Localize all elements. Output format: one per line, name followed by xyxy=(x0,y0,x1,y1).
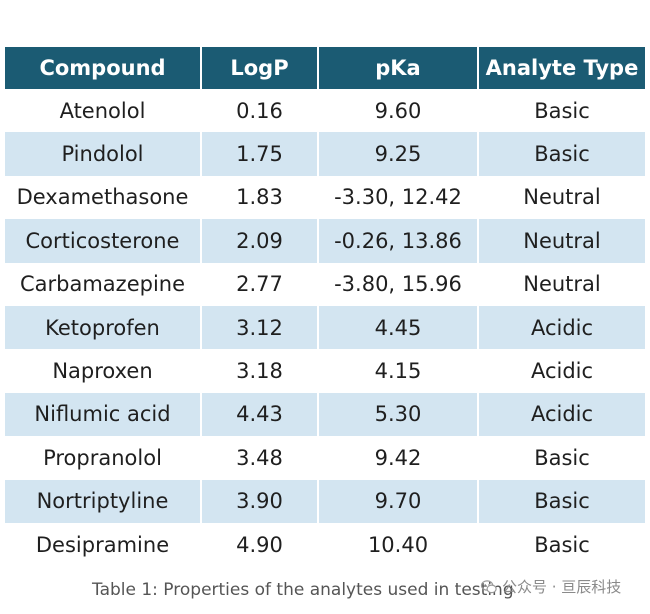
cell-logp: 3.90 xyxy=(201,479,319,523)
cell-compound: Niflumic acid xyxy=(5,392,202,437)
cell-logp: 0.16 xyxy=(201,89,319,133)
cell-pka: 4.45 xyxy=(318,305,479,350)
header-pka: pKa xyxy=(318,47,479,89)
cell-pka: -3.30, 12.42 xyxy=(318,175,479,220)
cell-compound: Propranolol xyxy=(5,436,202,480)
table-row: Corticosterone 2.09 -0.26, 13.86 Neutral xyxy=(5,219,645,263)
cell-analyte-type: Neutral xyxy=(478,175,645,220)
table-caption: Table 1: Properties of the analytes used… xyxy=(92,580,514,600)
table-row: Ketoprofen 3.12 4.45 Acidic xyxy=(5,305,645,350)
cell-pka: 10.40 xyxy=(318,522,479,567)
table-row: Dexamethasone 1.83 -3.30, 12.42 Neutral xyxy=(5,175,645,220)
table-body: Atenolol 0.16 9.60 Basic Pindolol 1.75 9.25 Bas… xyxy=(5,89,645,567)
cell-analyte-type: Neutral xyxy=(478,262,645,306)
watermark-text: 公众号 · 亘辰科技 xyxy=(502,578,622,596)
cell-analyte-type: Basic xyxy=(478,522,645,567)
cell-logp: 2.77 xyxy=(201,262,319,306)
table-row: Propranolol 3.48 9.42 Basic xyxy=(5,436,645,480)
cell-analyte-type: Neutral xyxy=(478,219,645,263)
cell-pka: 5.30 xyxy=(318,392,479,437)
header-row: Compound LogP pKa Analyte Type xyxy=(5,47,645,89)
cell-compound: Ketoprofen xyxy=(5,305,202,350)
table-row: Desipramine 4.90 10.40 Basic xyxy=(5,522,645,567)
cell-pka: -0.26, 13.86 xyxy=(318,219,479,263)
cell-logp: 3.18 xyxy=(201,349,319,393)
cell-pka: -3.80, 15.96 xyxy=(318,262,479,306)
cell-compound: Pindolol xyxy=(5,132,202,176)
wechat-icon xyxy=(480,579,497,593)
table-row: Carbamazepine 2.77 -3.80, 15.96 Neutral xyxy=(5,262,645,306)
cell-compound: Desipramine xyxy=(5,522,202,567)
cell-analyte-type: Acidic xyxy=(478,305,645,350)
header-compound: Compound xyxy=(5,47,202,89)
cell-logp: 4.90 xyxy=(201,522,319,567)
cell-analyte-type: Basic xyxy=(478,479,645,523)
cell-compound: Nortriptyline xyxy=(5,479,202,523)
table-row: Naproxen 3.18 4.15 Acidic xyxy=(5,349,645,393)
cell-analyte-type: Acidic xyxy=(478,349,645,393)
cell-logp: 4.43 xyxy=(201,392,319,437)
cell-analyte-type: Acidic xyxy=(478,392,645,437)
cell-pka: 9.60 xyxy=(318,89,479,133)
properties-table: Compound LogP pKa Analyte Type Atenolol 0… xyxy=(5,47,645,567)
cell-analyte-type: Basic xyxy=(478,132,645,176)
cell-pka: 9.42 xyxy=(318,436,479,480)
watermark: 公众号 · 亘辰科技 xyxy=(480,576,621,597)
cell-compound: Carbamazepine xyxy=(5,262,202,306)
cell-compound: Naproxen xyxy=(5,349,202,393)
cell-compound: Atenolol xyxy=(5,89,202,133)
table-header: Compound LogP pKa Analyte Type xyxy=(5,47,645,89)
cell-pka: 9.25 xyxy=(318,132,479,176)
cell-pka: 9.70 xyxy=(318,479,479,523)
cell-compound: Corticosterone xyxy=(5,219,202,263)
cell-logp: 1.83 xyxy=(201,175,319,220)
cell-analyte-type: Basic xyxy=(478,89,645,133)
header-analyte-type: Analyte Type xyxy=(478,47,645,89)
table-row: Atenolol 0.16 9.60 Basic xyxy=(5,89,645,133)
cell-logp: 3.12 xyxy=(201,305,319,350)
table-row: Pindolol 1.75 9.25 Basic xyxy=(5,132,645,176)
cell-analyte-type: Basic xyxy=(478,436,645,480)
cell-compound: Dexamethasone xyxy=(5,175,202,220)
cell-logp: 1.75 xyxy=(201,132,319,176)
cell-logp: 2.09 xyxy=(201,219,319,263)
table-row: Nortriptyline 3.90 9.70 Basic xyxy=(5,479,645,523)
table-row: Niflumic acid 4.43 5.30 Acidic xyxy=(5,392,645,437)
cell-pka: 4.15 xyxy=(318,349,479,393)
cell-logp: 3.48 xyxy=(201,436,319,480)
header-logp: LogP xyxy=(201,47,319,89)
